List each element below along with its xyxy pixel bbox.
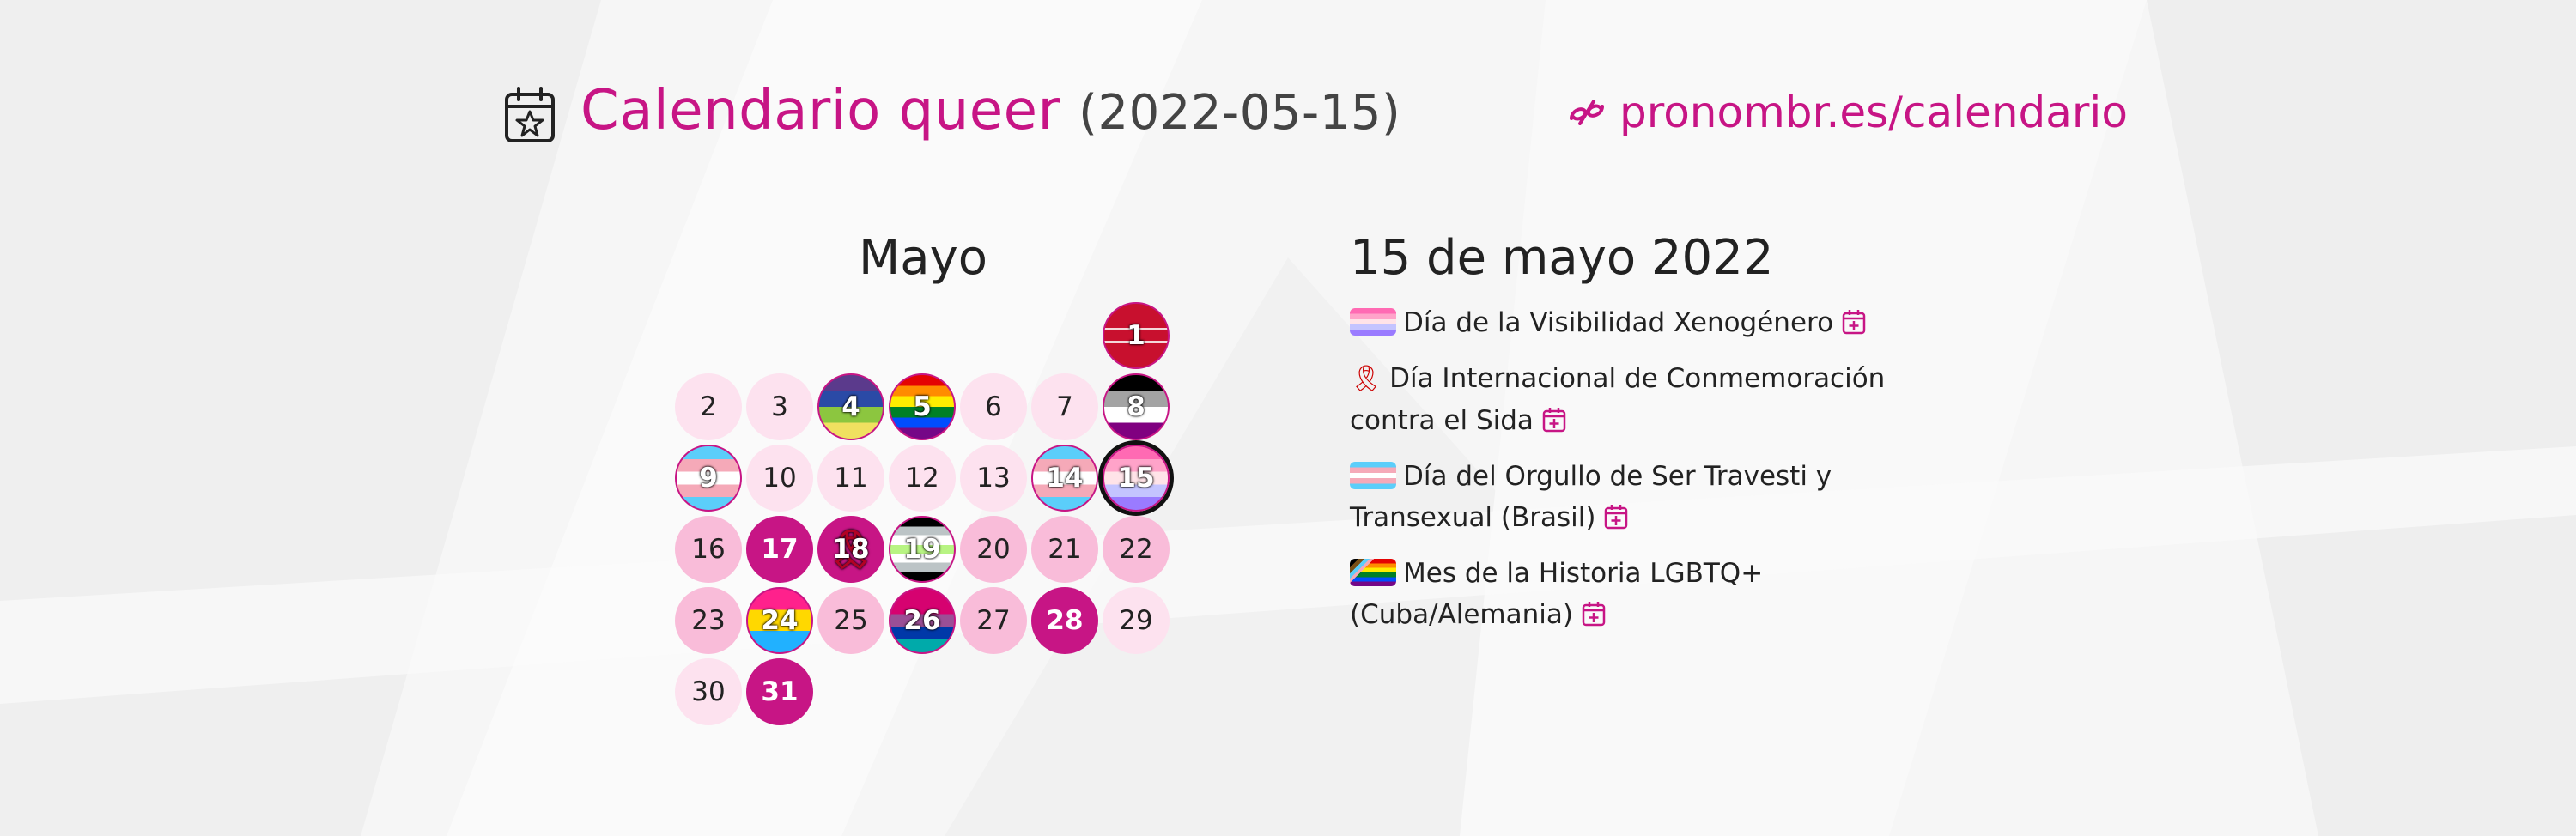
calendar-day[interactable]: 23: [675, 587, 742, 654]
calendar-day[interactable]: 20: [960, 516, 1027, 583]
calendar-day[interactable]: 16: [675, 516, 742, 583]
calendar-empty-cell: [817, 302, 888, 373]
event-text: Día Internacional de Conmemoración contr…: [1350, 363, 1886, 436]
event-text: Mes de la Historia LGBTQ+ (Cuba/Alemania…: [1350, 558, 1764, 630]
calendar-day-number: 12: [905, 463, 939, 494]
calendar-day[interactable]: 2: [675, 373, 742, 440]
page-title: Calendario queer (2022-05-15): [580, 79, 1400, 142]
calendar-day[interactable]: 15: [1103, 445, 1170, 512]
calendar-day-number: 24: [761, 605, 799, 636]
calendar-empty-cell: [1031, 302, 1102, 373]
calendar-day[interactable]: 9: [675, 445, 742, 512]
brand-url[interactable]: pronombr.es/calendario: [1619, 88, 2128, 137]
calendar-day[interactable]: 13: [960, 445, 1027, 512]
calendar-day-number: 4: [841, 391, 860, 422]
event-item: 🎗 Día Internacional de Conmemoración cont…: [1350, 358, 1899, 441]
calendar-day-number: 19: [903, 534, 941, 565]
calendar-day[interactable]: 14: [1031, 445, 1098, 512]
calendar-day-number: 25: [834, 605, 868, 636]
calendar-day-number: 8: [1127, 391, 1145, 422]
event-list: Día de la Visibilidad Xenogénero 🎗 Día In…: [1350, 302, 1899, 650]
calendar-add-icon[interactable]: [1604, 504, 1628, 530]
calendar-day-number: 14: [1046, 463, 1084, 494]
calendar-day-number: 20: [976, 534, 1011, 565]
title-date: (2022-05-15): [1078, 85, 1401, 141]
calendar-day-number: 18: [832, 534, 870, 565]
red-ribbon-icon: 🎗: [1350, 364, 1383, 394]
event-text: Día del Orgullo de Ser Travesti y Transe…: [1350, 461, 1832, 533]
calendar-day[interactable]: 30: [675, 658, 742, 725]
calendar-day[interactable]: 29: [1103, 587, 1170, 654]
calendar-day-number: 11: [834, 463, 868, 494]
calendar-empty-cell: [675, 302, 745, 373]
calendar-day-number: 21: [1048, 534, 1082, 565]
calendar-add-icon[interactable]: [1842, 309, 1866, 335]
month-name: Mayo: [858, 230, 988, 286]
calendar-day[interactable]: 11: [817, 445, 884, 512]
calendar-day-number: 2: [700, 391, 717, 422]
calendar-day-number: 28: [1046, 605, 1084, 636]
calendar-day[interactable]: 27: [960, 587, 1027, 654]
calendar-day-number: 7: [1056, 391, 1073, 422]
calendar-day-number: 3: [771, 391, 788, 422]
calendar-empty-cell: [960, 302, 1030, 373]
calendar-day-number: 9: [699, 463, 718, 494]
calendar-day[interactable]: 19: [889, 516, 956, 583]
event-item: Mes de la Historia LGBTQ+ (Cuba/Alemania…: [1350, 553, 1899, 635]
calendar-day-number: 13: [976, 463, 1011, 494]
calendar-day-number: 16: [691, 534, 726, 565]
calendar-day-number: 5: [913, 391, 932, 422]
calendar-day-number: 15: [1117, 463, 1155, 494]
calendar-day-number: 31: [761, 676, 799, 707]
calendar-day[interactable]: 8: [1103, 373, 1170, 440]
calendar-day[interactable]: 7: [1031, 373, 1098, 440]
calendar-empty-cell: [746, 302, 817, 373]
calendar-day[interactable]: 28: [1031, 587, 1098, 654]
calendar-day-number: 29: [1119, 605, 1153, 636]
calendar-day-number: 17: [761, 534, 799, 565]
brand-link[interactable]: pronombr.es/calendario: [1568, 88, 2128, 137]
event-text: Día de la Visibilidad Xenogénero: [1403, 307, 1834, 338]
calendar-day[interactable]: 6: [960, 373, 1027, 440]
calendar-day[interactable]: 22: [1103, 516, 1170, 583]
title-text: Calendario queer: [580, 79, 1061, 142]
pronombres-logo-icon: [1570, 100, 1604, 125]
calendar-day[interactable]: 31: [746, 658, 813, 725]
calendar-day[interactable]: 21: [1031, 516, 1098, 583]
calendar-add-icon[interactable]: [1542, 407, 1566, 433]
events-date: 15 de mayo 2022: [1350, 230, 1774, 286]
calendar-day-number: 27: [976, 605, 1011, 636]
calendar-day[interactable]: 🎗 18: [817, 516, 884, 583]
calendar-day-number: 23: [691, 605, 726, 636]
xenogender-flag-icon: [1350, 307, 1396, 336]
event-item: Día del Orgullo de Ser Travesti y Transe…: [1350, 456, 1899, 538]
red-ribbon-icon: 🎗: [827, 528, 875, 572]
calendar-day[interactable]: 17: [746, 516, 813, 583]
calendar-day[interactable]: 26: [889, 587, 956, 654]
calendar-day[interactable]: 24: [746, 587, 813, 654]
progress-flag-icon: [1350, 558, 1396, 586]
calendar-day-number: 30: [691, 676, 726, 707]
calendar-empty-cell: [889, 302, 959, 373]
calendar-day-number: 22: [1119, 534, 1153, 565]
calendar-day-number: 6: [985, 391, 1002, 422]
calendar-day[interactable]: 5: [889, 373, 956, 440]
calendar-star-icon: [505, 87, 555, 142]
calendar-day-number: 26: [903, 605, 941, 636]
calendar-day[interactable]: 25: [817, 587, 884, 654]
calendar-add-icon[interactable]: [1582, 601, 1606, 627]
event-item: Día de la Visibilidad Xenogénero: [1350, 302, 1899, 343]
calendar-day[interactable]: 1: [1103, 302, 1170, 369]
calendar-day-number: 10: [762, 463, 797, 494]
calendar-day-number: 1: [1127, 320, 1145, 351]
calendar-day[interactable]: 4: [817, 373, 884, 440]
trans-flag-icon: [1350, 461, 1396, 489]
calendar-day[interactable]: 10: [746, 445, 813, 512]
calendar-day[interactable]: 3: [746, 373, 813, 440]
month-calendar: 1 2 3 4 5 6 7 8 9 10 11 12 13 14 15 16 17 🎗 18 19 20 21 22 23 24…: [675, 302, 1173, 729]
calendar-day[interactable]: 12: [889, 445, 956, 512]
